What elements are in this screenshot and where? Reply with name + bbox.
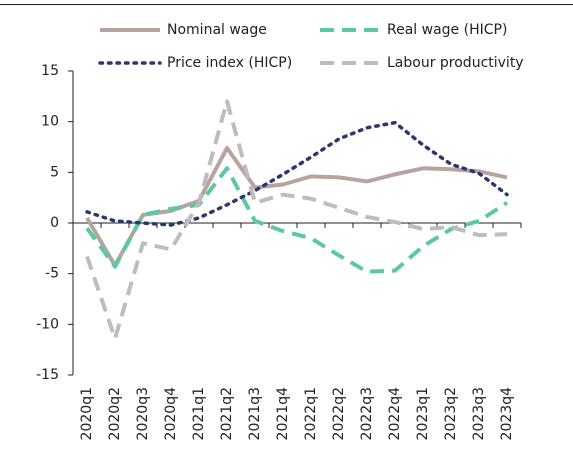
- legend-label: Real wage (HICP): [387, 22, 507, 38]
- x-tick-label: 2021q2: [219, 387, 235, 440]
- x-tick-label: 2020q2: [107, 387, 123, 440]
- x-tick-label: 2023q1: [415, 387, 431, 440]
- legend-label: Labour productivity: [387, 55, 524, 71]
- x-tick-label: 2020q1: [79, 387, 95, 440]
- x-tick-label: 2022q1: [303, 387, 319, 440]
- y-tick-label: -10: [36, 316, 59, 332]
- y-tick-label: 5: [50, 164, 59, 180]
- x-tick-label: 2022q3: [359, 387, 375, 440]
- series-line: [85, 99, 508, 341]
- x-tick-label: 2021q3: [247, 387, 263, 440]
- y-tick-label: 0: [50, 215, 59, 231]
- legend-label: Price index (HICP): [167, 55, 292, 71]
- y-tick-label: 15: [41, 63, 59, 79]
- legend-label: Nominal wage: [167, 22, 267, 38]
- x-tick-label: 2022q4: [387, 387, 403, 441]
- x-tick-label: 2021q4: [275, 387, 291, 441]
- x-tick-label: 2020q3: [135, 387, 151, 440]
- x-tick-label: 2023q3: [471, 387, 487, 440]
- y-tick-label: -5: [45, 266, 59, 282]
- x-tick-label: 2023q2: [443, 387, 459, 440]
- y-tick-label: 10: [41, 114, 59, 130]
- y-tick-label: -15: [36, 367, 59, 383]
- x-tick-label: 2021q1: [191, 387, 207, 440]
- x-tick-label: 2023q4: [499, 387, 515, 441]
- series-line: [85, 120, 509, 227]
- x-tick-label: 2020q4: [163, 387, 179, 441]
- x-tick-label: 2022q2: [331, 387, 347, 440]
- series-line: [85, 166, 509, 274]
- series-line: [85, 146, 508, 268]
